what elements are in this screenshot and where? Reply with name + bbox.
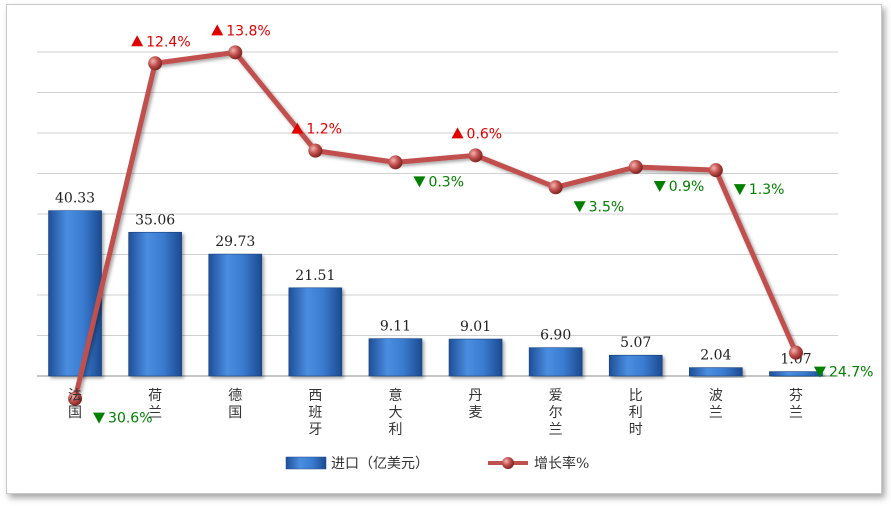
x-tick-label: 意大利	[388, 387, 402, 438]
legend-line-marker	[502, 457, 514, 469]
x-tick-char: 芬	[789, 388, 803, 404]
growth-marker	[68, 391, 83, 406]
bar-value-label: 9.01	[460, 319, 491, 335]
x-tick-char: 西	[308, 388, 322, 404]
x-tick-char: 国	[68, 405, 82, 421]
growth-marker	[308, 143, 323, 158]
growth-rate-label: 3.5%	[589, 199, 625, 215]
bar-2	[208, 253, 263, 377]
x-tick-label: 波兰	[709, 388, 723, 421]
x-tick-char: 班	[308, 405, 322, 421]
bar-7	[608, 354, 663, 377]
growth-rate-label: 24.7%	[829, 365, 873, 381]
bar-9	[769, 371, 823, 377]
x-tick-char: 波	[709, 388, 723, 404]
growth-rate-labels: 30.6% 12.4% 13.8% 1.2% 0.3% 0.6% 3.5% 0.9% 1.3% 2…	[93, 23, 873, 427]
x-tick-char: 兰	[709, 405, 723, 421]
growth-rate-label: 0.3%	[428, 174, 464, 190]
growth-rate-label: 30.6%	[108, 411, 152, 427]
x-tick-label: 德国	[228, 388, 242, 421]
x-tick-char: 兰	[549, 422, 563, 438]
bar-value-labels: 40.33 35.06 29.73 21.51 9.11 9.01 6.90 5.07 2.04…	[55, 191, 812, 368]
growth-rate-label: 0.6%	[467, 126, 503, 142]
growth-marker	[468, 148, 483, 163]
x-tick-char: 尔	[549, 405, 563, 421]
growth-rate-label: 1.2%	[306, 122, 342, 138]
up-arrow-icon	[131, 35, 144, 47]
growth-rate-label: 0.9%	[669, 179, 705, 195]
x-tick-label: 芬兰	[789, 388, 803, 421]
x-tick-char: 意	[388, 387, 402, 404]
growth-line-series	[68, 45, 803, 406]
down-arrow-icon	[413, 176, 426, 188]
down-arrow-icon	[653, 181, 666, 193]
up-arrow-icon	[211, 24, 224, 36]
legend-bar-swatch	[285, 456, 327, 470]
bar-8	[689, 367, 743, 377]
bar-5	[448, 338, 503, 377]
bar-3	[288, 287, 343, 377]
bar-series	[48, 210, 823, 377]
x-tick-label: 比利时	[629, 388, 643, 438]
growth-line	[72, 49, 799, 400]
growth-marker	[148, 56, 163, 71]
x-tick-char: 大	[388, 405, 402, 421]
bar-4	[368, 338, 423, 377]
x-tick-char: 比	[629, 388, 643, 404]
legend-bar-label: 进口（亿美元）	[331, 456, 429, 472]
bar-value-label: 35.06	[135, 212, 175, 228]
x-tick-char: 国	[228, 405, 242, 421]
bar-value-label: 21.51	[295, 268, 335, 284]
x-tick-label: 荷兰	[148, 388, 162, 421]
bar-value-label: 5.07	[620, 335, 651, 351]
x-tick-char: 牙	[308, 422, 322, 438]
growth-rate-label: 12.4%	[146, 34, 190, 50]
x-tick-char: 利	[388, 422, 402, 438]
down-arrow-icon	[813, 366, 826, 378]
legend-line-label: 增长率%	[534, 455, 589, 472]
x-tick-char: 荷	[148, 388, 162, 404]
growth-marker	[228, 45, 243, 60]
x-tick-char: 麦	[469, 405, 483, 421]
x-tick-char: 时	[629, 422, 643, 438]
x-tick-label: 西班牙	[308, 388, 322, 438]
x-tick-char: 丹	[469, 388, 483, 404]
x-tick-char: 德	[228, 388, 242, 404]
x-tick-label: 丹麦	[469, 388, 483, 421]
growth-marker	[788, 345, 803, 360]
x-tick-char: 利	[629, 405, 643, 421]
growth-marker	[708, 163, 723, 178]
bar-value-label: 29.73	[215, 234, 255, 250]
bar-value-label: 6.90	[540, 328, 571, 344]
up-arrow-icon	[291, 122, 304, 134]
bar-value-label: 2.04	[700, 348, 731, 364]
legend: 进口（亿美元） 增长率%	[285, 455, 589, 472]
bar-0	[48, 210, 102, 377]
x-tick-char: 法	[68, 388, 82, 404]
x-tick-char: 兰	[789, 405, 803, 421]
bar-value-label: 40.33	[55, 191, 95, 207]
x-tick-label: 法国	[68, 388, 82, 421]
growth-rate-label: 1.3%	[749, 182, 785, 198]
growth-marker	[628, 160, 643, 175]
down-arrow-icon	[573, 201, 586, 213]
growth-rate-label: 13.8%	[226, 23, 270, 39]
up-arrow-icon	[451, 127, 464, 139]
bar-6	[528, 347, 583, 377]
x-tick-char: 爱	[549, 388, 563, 404]
down-arrow-icon	[733, 184, 746, 196]
growth-marker	[388, 155, 403, 170]
bar-value-label: 9.11	[380, 319, 411, 335]
x-tick-char: 兰	[148, 405, 162, 421]
bar-1	[128, 231, 182, 377]
x-tick-label: 爱尔兰	[549, 388, 563, 438]
growth-marker	[548, 180, 563, 195]
down-arrow-icon	[93, 412, 106, 424]
